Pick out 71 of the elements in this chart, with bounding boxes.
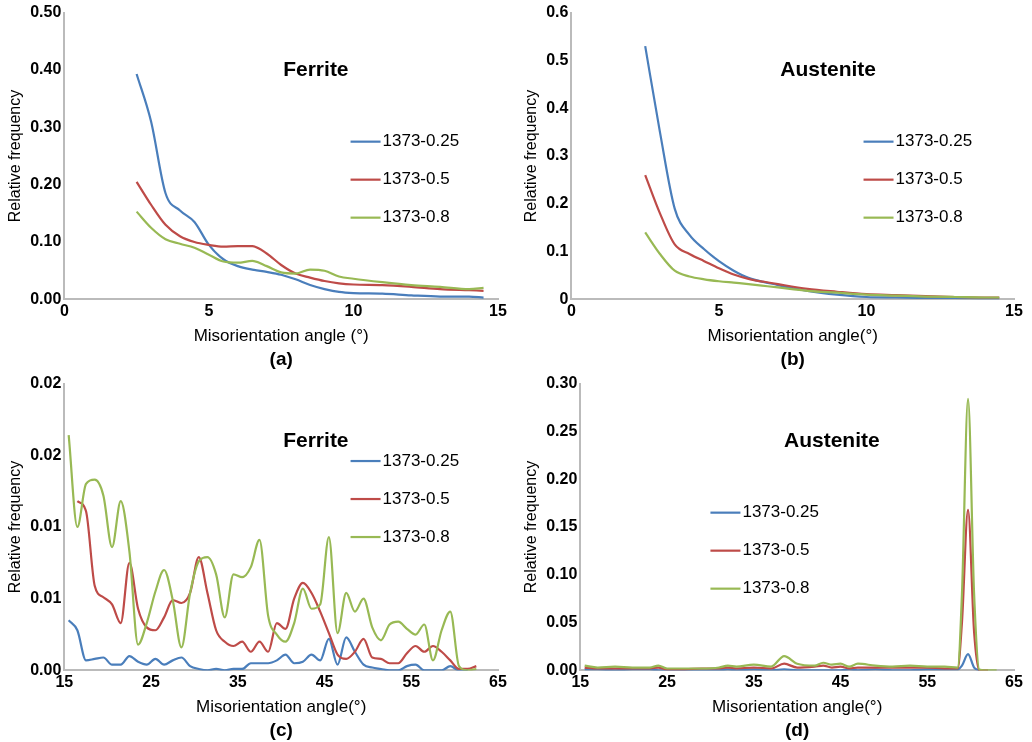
y-tick-label: 0.01	[30, 589, 62, 607]
y-tick-label: 0.40	[30, 60, 62, 78]
y-tick-label: 0.25	[546, 421, 578, 439]
legend-label: 1373-0.25	[382, 131, 460, 151]
x-axis-title: Misorientation angle(°)	[196, 697, 367, 717]
x-tick-label: 10	[857, 302, 876, 320]
x-tick-label: 10	[344, 302, 363, 320]
text: Ferrite	[283, 427, 349, 451]
y-tick-label: 0.50	[30, 3, 62, 21]
y-tick-label: 0.6	[546, 3, 569, 21]
y-tick-label: 0.4	[546, 98, 569, 116]
legend-label: 1373-0.5	[895, 169, 963, 189]
y-axis-title: Relative frequency	[6, 460, 24, 594]
x-tick-label: 55	[402, 673, 421, 691]
line-series	[583, 397, 998, 671]
text: (a)	[269, 347, 293, 369]
x-axis-title: Misorientation angle (°)	[193, 326, 369, 346]
legend-label: 1373-0.8	[895, 207, 963, 227]
y-tick-label: 0.30	[30, 117, 62, 135]
x-axis-title: Misorientation angle(°)	[707, 326, 878, 346]
legend-label: 1373-0.25	[742, 502, 820, 522]
x-tick-label: 5	[204, 302, 214, 320]
y-tick-label: 0.15	[546, 517, 578, 535]
text: (b)	[780, 347, 805, 369]
x-tick-label: 65	[1005, 673, 1023, 691]
x-tick-label: 55	[918, 673, 937, 691]
y-tick-label: 0.00	[30, 289, 62, 307]
y-tick-label: 0.20	[30, 175, 62, 193]
y-axis-title: Relative frequency	[6, 89, 24, 223]
text: Austenite	[780, 56, 876, 80]
x-tick-label: 5	[714, 302, 724, 320]
line-series	[644, 231, 1001, 299]
x-tick-label: 15	[1005, 302, 1023, 320]
legend-label: 1373-0.25	[895, 131, 973, 151]
text: Austenite	[784, 427, 880, 451]
legend-label: 1373-0.8	[382, 207, 450, 227]
x-axis-title: Misorientation angle(°)	[712, 697, 883, 717]
y-axis-title: Relative frequency	[522, 460, 540, 594]
text: (c)	[269, 718, 293, 740]
x-tick-label: 65	[489, 673, 507, 691]
y-tick-label: 0.01	[30, 517, 62, 535]
x-tick-label: 15	[489, 302, 507, 320]
legend-label: 1373-0.5	[742, 540, 810, 560]
y-tick-label: 0.2	[546, 194, 569, 212]
line-series	[135, 210, 485, 291]
y-tick-label: 0.5	[546, 50, 569, 68]
y-tick-label: 0.02	[30, 374, 62, 392]
legend-label: 1373-0.5	[382, 169, 450, 189]
legend-label: 1373-0.5	[382, 488, 450, 508]
y-tick-label: 0.20	[546, 469, 578, 487]
legend-label: 1373-0.8	[382, 526, 450, 546]
y-axis-title: Relative frequency	[522, 89, 540, 223]
y-tick-label: 0.05	[546, 613, 578, 631]
x-tick-label: 45	[831, 673, 850, 691]
legend-label: 1373-0.8	[742, 578, 810, 598]
x-tick-label: 45	[315, 673, 334, 691]
legend-label: 1373-0.25	[382, 450, 460, 470]
y-tick-label: 0.3	[546, 146, 569, 164]
x-tick-label: 25	[658, 673, 677, 691]
x-tick-label: 25	[142, 673, 161, 691]
x-tick-label: 35	[744, 673, 763, 691]
line-series	[67, 434, 478, 671]
y-tick-label: 0.30	[546, 374, 578, 392]
y-tick-label: 0.10	[546, 565, 578, 583]
y-tick-label: 0.1	[546, 242, 569, 260]
text: (d)	[785, 718, 810, 740]
y-tick-label: 0.10	[30, 232, 62, 250]
y-tick-label: 0.02	[30, 445, 62, 463]
y-tick-label: 0	[559, 289, 569, 307]
x-tick-label: 35	[228, 673, 247, 691]
text: Ferrite	[283, 56, 349, 80]
